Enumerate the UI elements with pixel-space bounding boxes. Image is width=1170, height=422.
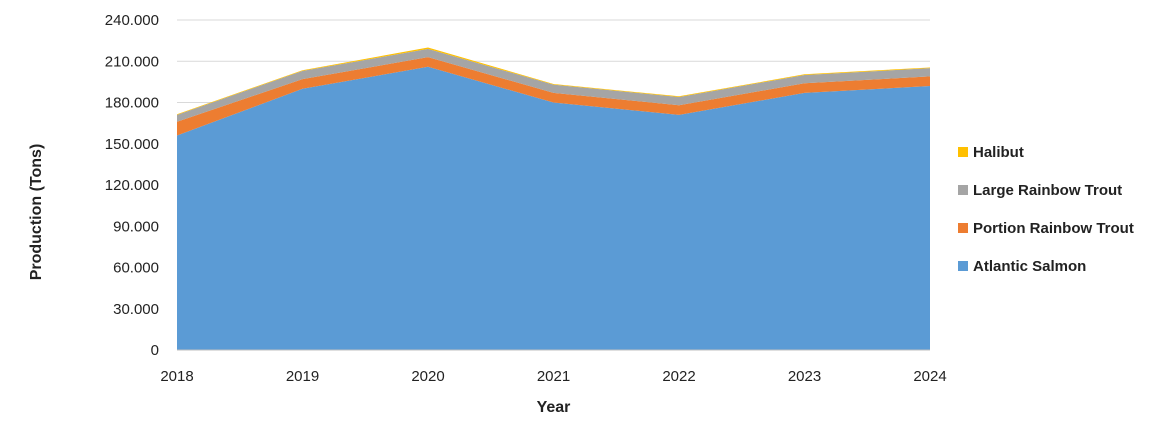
y-tick-label: 30.000 — [113, 301, 159, 318]
area-portion-rainbow-trout — [177, 57, 930, 136]
x-tick-label: 2020 — [411, 368, 444, 385]
plot-area — [177, 47, 930, 350]
area-atlantic-salmon — [177, 66, 930, 350]
x-axis-title: Year — [537, 399, 571, 416]
area-large-rainbow-trout — [177, 48, 930, 122]
legend-label-portion-rainbow-trout: Portion Rainbow Trout — [973, 220, 1134, 237]
y-tick-label: 180.000 — [105, 95, 159, 112]
y-tick-label: 210.000 — [105, 53, 159, 70]
y-tick-label: 120.000 — [105, 177, 159, 194]
y-tick-label: 0 — [151, 342, 159, 359]
x-tick-label: 2021 — [537, 368, 570, 385]
y-axis-title: Production (Tons) — [28, 144, 45, 281]
y-tick-label: 60.000 — [113, 260, 159, 277]
x-tick-label: 2019 — [286, 368, 319, 385]
legend-label-large-rainbow-trout: Large Rainbow Trout — [973, 182, 1122, 199]
legend: Halibut Large Rainbow Trout Portion Rainbo… — [958, 144, 1134, 275]
legend-swatch-large-rainbow-trout — [958, 185, 968, 195]
x-tick-label: 2023 — [788, 368, 821, 385]
y-tick-label: 240.000 — [105, 12, 159, 29]
legend-swatch-atlantic-salmon — [958, 261, 968, 271]
x-tick-label: 2024 — [913, 368, 946, 385]
legend-swatch-halibut — [958, 147, 968, 157]
y-tick-label: 90.000 — [113, 218, 159, 235]
x-tick-label: 2018 — [160, 368, 193, 385]
legend-label-halibut: Halibut — [973, 144, 1024, 161]
legend-swatch-portion-rainbow-trout — [958, 223, 968, 233]
y-tick-label: 150.000 — [105, 136, 159, 153]
axes: 0 30.000 60.000 90.000 120.000 150.000 180.000… — [105, 12, 947, 385]
x-tick-label: 2022 — [662, 368, 695, 385]
legend-label-atlantic-salmon: Atlantic Salmon — [973, 258, 1086, 275]
